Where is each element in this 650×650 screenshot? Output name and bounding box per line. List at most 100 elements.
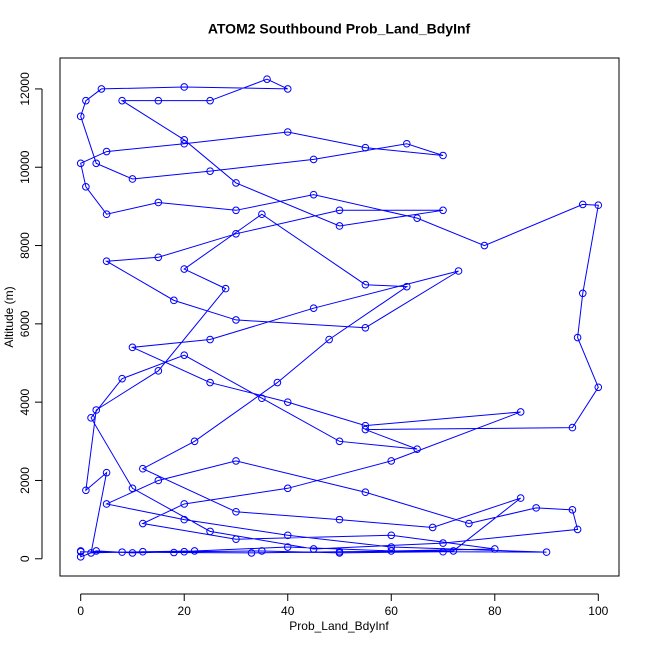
point xyxy=(361,323,370,332)
point xyxy=(118,96,126,105)
y-tick-label: 6000 xyxy=(18,310,32,337)
x-axis-label: Prob_Land_BdyInf xyxy=(289,619,389,633)
point xyxy=(180,547,189,556)
point xyxy=(118,548,126,556)
point xyxy=(76,553,85,561)
point xyxy=(258,547,266,555)
point xyxy=(76,159,85,168)
point xyxy=(232,535,240,543)
point xyxy=(532,504,540,512)
chart-title: ATOM2 Southbound Prob_Land_BdyInf xyxy=(208,21,471,37)
point xyxy=(154,96,163,105)
point xyxy=(449,547,458,555)
point xyxy=(568,506,577,514)
point xyxy=(283,398,292,406)
point xyxy=(573,525,582,534)
point xyxy=(180,515,189,524)
point xyxy=(92,547,101,555)
point xyxy=(335,222,344,230)
point xyxy=(128,484,137,493)
point xyxy=(516,494,525,502)
point xyxy=(180,136,189,144)
point xyxy=(128,549,137,557)
point xyxy=(232,316,240,324)
point xyxy=(206,527,214,536)
point xyxy=(516,408,525,416)
point xyxy=(139,547,147,556)
point xyxy=(139,464,147,473)
y-axis-label: Altitude (m) xyxy=(2,286,16,347)
point xyxy=(76,112,85,121)
point xyxy=(190,437,199,446)
point xyxy=(568,423,577,432)
point xyxy=(439,547,447,556)
point xyxy=(87,414,95,422)
point xyxy=(232,229,240,238)
point xyxy=(92,159,101,168)
y-tick-label: 4000 xyxy=(18,388,32,415)
point xyxy=(232,457,240,465)
point xyxy=(180,265,189,273)
point xyxy=(413,445,421,453)
point xyxy=(454,267,463,275)
point xyxy=(480,241,489,250)
point xyxy=(273,378,282,387)
point xyxy=(387,457,396,465)
y-tick-label: 0 xyxy=(18,555,32,562)
point xyxy=(180,500,189,508)
point xyxy=(102,468,111,477)
point xyxy=(309,545,318,553)
point xyxy=(335,437,344,446)
point xyxy=(154,367,163,375)
point xyxy=(102,257,111,266)
point xyxy=(361,488,370,497)
point xyxy=(361,425,370,434)
y-tick-label: 12000 xyxy=(18,72,32,106)
point xyxy=(335,515,344,524)
point xyxy=(82,183,90,191)
point xyxy=(335,206,344,215)
x-tick-label: 80 xyxy=(488,604,502,618)
point xyxy=(154,476,163,485)
point xyxy=(573,333,582,342)
point xyxy=(387,547,396,555)
point xyxy=(283,85,292,93)
y-tick-label: 10000 xyxy=(18,150,32,184)
x-tick-label: 60 xyxy=(385,604,399,618)
point xyxy=(206,378,214,387)
point xyxy=(206,96,214,105)
point xyxy=(402,282,411,291)
point xyxy=(578,200,587,209)
point xyxy=(206,167,214,175)
point xyxy=(361,143,370,152)
point xyxy=(87,549,95,557)
point xyxy=(283,543,292,551)
point xyxy=(283,484,292,493)
point xyxy=(309,304,318,312)
point xyxy=(170,548,178,557)
point xyxy=(594,383,603,392)
point xyxy=(128,343,137,352)
point xyxy=(128,175,137,183)
point xyxy=(180,139,189,148)
point xyxy=(402,139,411,148)
point xyxy=(102,210,111,219)
point xyxy=(82,486,90,495)
point xyxy=(325,335,333,344)
point xyxy=(263,75,271,83)
point xyxy=(232,507,240,516)
point xyxy=(76,547,85,556)
point xyxy=(428,523,437,532)
point xyxy=(232,206,240,215)
point xyxy=(180,351,189,359)
point xyxy=(283,128,292,136)
point xyxy=(578,289,587,298)
point xyxy=(154,198,163,207)
point xyxy=(309,190,318,199)
x-tick-label: 100 xyxy=(588,604,608,618)
point xyxy=(490,545,499,553)
point xyxy=(258,210,266,219)
point xyxy=(97,85,106,93)
